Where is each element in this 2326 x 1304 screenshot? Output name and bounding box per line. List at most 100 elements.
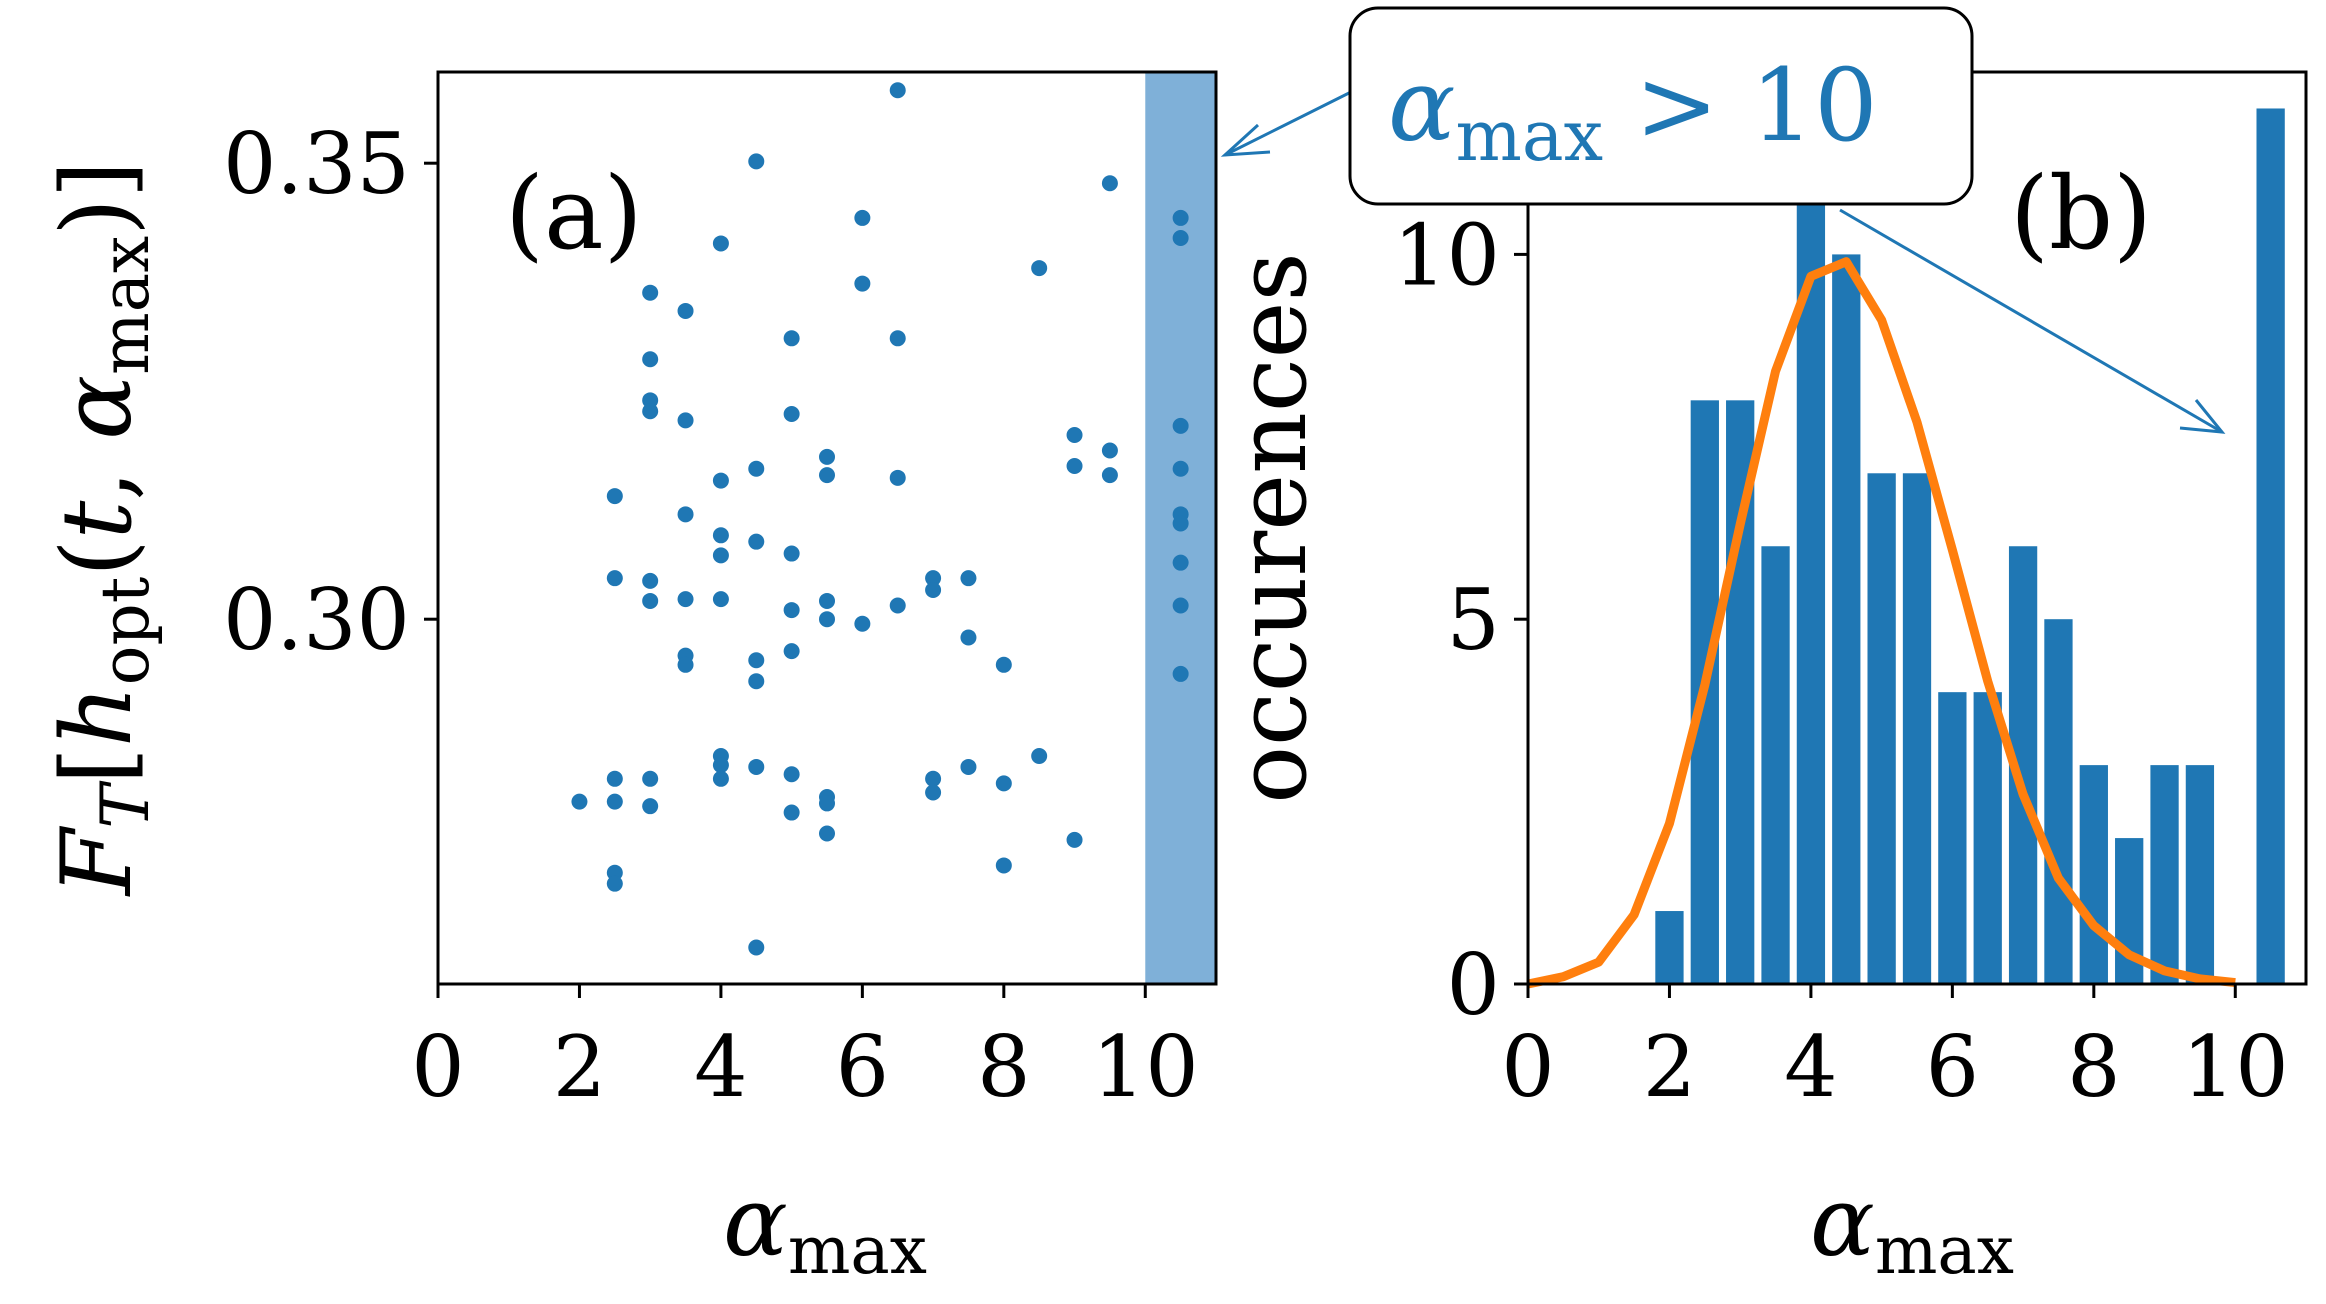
x-tick-label: 8: [2067, 1018, 2120, 1116]
panel-b-y-ticks: 0 5 10: [1393, 206, 1528, 1034]
y-tick-label: 0.35: [223, 115, 410, 213]
scatter-point: [606, 770, 623, 787]
scatter-point: [571, 793, 588, 810]
scatter-point: [1172, 209, 1189, 226]
histogram-bar: [1761, 546, 1790, 984]
scatter-point: [1066, 426, 1083, 443]
panel-a-label: (a): [505, 155, 643, 272]
scatter-point: [1172, 229, 1189, 246]
histogram-bar: [2044, 619, 2073, 984]
scatter-point: [712, 757, 729, 774]
scatter-point: [1172, 460, 1189, 477]
panel-b-y-axis-label: occurences: [1216, 252, 1328, 804]
histogram-bar: [1796, 181, 1826, 984]
scatter-point: [642, 572, 659, 589]
scatter-point: [995, 857, 1012, 874]
scatter-point: [783, 545, 800, 562]
scatter-point: [960, 758, 977, 775]
panel-a-scatter: 0 2 4 6 8 10 0.30 0.35 (a) αmax FT[hopt(t, αma…: [41, 70, 1218, 1289]
scatter-point: [712, 770, 729, 787]
scatter-point: [819, 592, 835, 609]
scatter-point: [1066, 831, 1083, 848]
y-tick-label: 0.30: [223, 571, 410, 669]
annotation-callout: αmax > 10: [1220, 6, 2226, 434]
scatter-point: [606, 864, 623, 881]
scatter-point: [1172, 417, 1189, 434]
scatter-point: [642, 392, 659, 409]
histogram-bar: [1973, 692, 2002, 984]
annotation-arrow-left-head: [1220, 123, 1271, 157]
scatter-point: [783, 766, 800, 783]
scatter-point: [783, 330, 800, 347]
scatter-point: [819, 825, 835, 842]
scatter-point: [925, 570, 942, 587]
scatter-point: [712, 527, 729, 544]
scatter-point: [889, 82, 906, 99]
scatter-point: [1101, 467, 1118, 484]
scatter-point: [748, 533, 765, 550]
scatter-point: [1172, 554, 1189, 571]
annotation-box: [1348, 6, 1974, 206]
scatter-point: [642, 284, 659, 301]
x-tick-label: 4: [694, 1018, 747, 1116]
annotation-arrow-left-line: [1224, 83, 1366, 157]
panel-a-x-ticks: 0 2 4 6 8 10: [411, 984, 1199, 1116]
scatter-point: [925, 784, 942, 801]
scatter-point: [712, 547, 729, 564]
x-tick-label: 2: [553, 1018, 606, 1116]
panel-a-x-axis-label: αmax: [723, 1166, 927, 1289]
y-tick-label: 10: [1393, 206, 1500, 304]
scatter-point: [854, 209, 871, 226]
x-tick-label: 10: [1092, 1018, 1199, 1116]
scatter-point: [748, 652, 765, 669]
scatter-point: [677, 591, 694, 608]
scatter-point: [606, 488, 623, 505]
x-tick-label: 0: [411, 1018, 464, 1116]
scatter-point: [925, 582, 942, 599]
scatter-point: [889, 597, 906, 614]
scatter-point: [642, 798, 659, 815]
scatter-point: [960, 629, 977, 646]
x-tick-label: 4: [1784, 1018, 1837, 1116]
scatter-point: [783, 406, 800, 422]
scatter-point: [677, 656, 694, 673]
scatter-point: [642, 592, 659, 609]
scatter-point: [960, 570, 977, 587]
annotation-arrow-right-line: [1839, 208, 2223, 434]
histogram-bar: [1938, 692, 1967, 984]
scatter-point: [712, 591, 729, 608]
panel-b-histogram: 0 2 4 6 8 10 0 5 10 (b) αmax occurences: [1216, 70, 2308, 1289]
scatter-point: [995, 656, 1012, 673]
scatter-point: [748, 153, 765, 170]
scatter-point: [748, 460, 765, 477]
histogram-bar: [2150, 765, 2179, 984]
x-tick-label: 0: [1501, 1018, 1554, 1116]
x-tick-label: 2: [1643, 1018, 1696, 1116]
histogram-bar: [2256, 108, 2285, 985]
scatter-point: [748, 939, 765, 956]
y-tick-label: 5: [1447, 571, 1500, 669]
panel-b-x-axis-label: αmax: [1810, 1166, 2014, 1289]
panel-b-label: (b): [2010, 155, 2152, 272]
scatter-point: [642, 351, 659, 368]
scatter-point: [677, 302, 694, 319]
panel-b-x-ticks: 0 2 4 6 8 10: [1501, 984, 2289, 1116]
histogram-bar: [1902, 473, 1932, 984]
scatter-point: [1031, 748, 1048, 764]
scatter-point: [748, 758, 765, 775]
annotation-text: αmax > 10: [1388, 47, 1878, 177]
scatter-point: [819, 448, 835, 465]
histogram-bar: [2185, 765, 2215, 984]
x-tick-label: 6: [836, 1018, 889, 1116]
scatter-point: [712, 472, 729, 489]
scatter-point: [819, 611, 835, 628]
panel-a-axes-frame: [436, 70, 1218, 986]
scatter-point: [712, 235, 729, 252]
scatter-point: [1101, 442, 1118, 459]
annotation-arrow-right-head: [2179, 399, 2226, 434]
scatter-point: [1172, 597, 1189, 614]
scatter-point: [783, 602, 800, 619]
scatter-point: [889, 330, 906, 347]
scatter-point: [1172, 515, 1189, 532]
